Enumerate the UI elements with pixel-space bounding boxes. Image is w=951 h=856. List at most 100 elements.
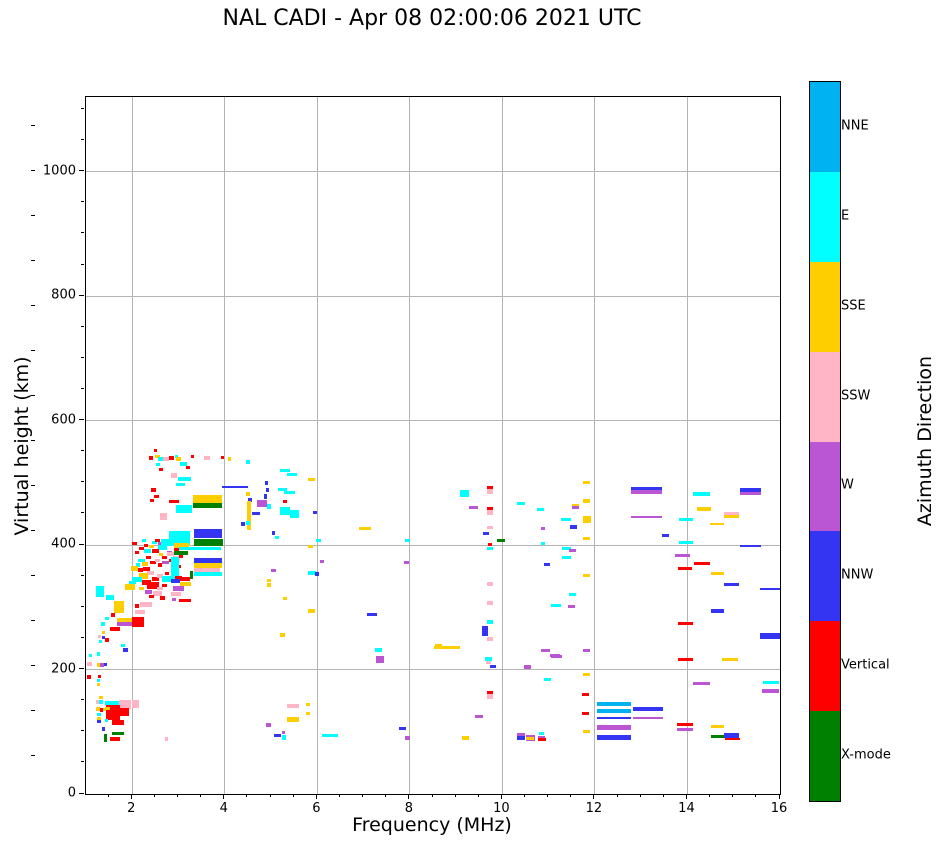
data-point-E bbox=[101, 622, 105, 626]
x-minor-tick bbox=[755, 794, 757, 797]
data-point-Vertical bbox=[142, 566, 150, 571]
x-tick-10 bbox=[500, 794, 502, 799]
data-point-Vertical bbox=[151, 577, 159, 582]
data-point-E bbox=[105, 594, 115, 600]
x-minor-tick bbox=[547, 794, 549, 797]
data-point-E bbox=[89, 654, 93, 658]
data-point-E bbox=[561, 555, 571, 560]
data-point-W bbox=[171, 598, 177, 602]
data-point-E bbox=[96, 679, 101, 683]
x-minor-tick bbox=[616, 794, 618, 797]
data-point-E bbox=[280, 468, 290, 472]
y-minor-tick bbox=[81, 761, 84, 763]
data-point-SSE bbox=[193, 494, 222, 504]
data-point-Vertical bbox=[537, 737, 546, 741]
data-point-W bbox=[375, 655, 384, 664]
x-tick-label-12: 12 bbox=[585, 801, 603, 816]
colorbar-axis-label: Azimuth Direction bbox=[914, 355, 936, 527]
x-minor-tick bbox=[570, 794, 572, 797]
data-point-E bbox=[152, 541, 157, 545]
data-point-SSW bbox=[159, 512, 167, 521]
data-point-NNW bbox=[516, 736, 526, 740]
gridline-x-12 bbox=[594, 97, 596, 794]
data-point-SSW bbox=[119, 700, 132, 709]
data-point-NNW bbox=[482, 531, 489, 535]
data-point-Vertical bbox=[676, 722, 694, 726]
data-point-SSE bbox=[102, 707, 107, 711]
x-tick-label-2: 2 bbox=[127, 801, 136, 816]
x-tick-label-16: 16 bbox=[770, 801, 788, 816]
colorbar-label-SSW: SSW bbox=[841, 388, 871, 404]
colorbar-tick bbox=[31, 395, 35, 397]
data-point-E bbox=[245, 459, 251, 464]
data-point-Vertical bbox=[157, 563, 163, 567]
data-point-NNW bbox=[103, 663, 108, 667]
data-point-NNW bbox=[597, 734, 632, 741]
y-tick-200 bbox=[79, 668, 84, 670]
data-point-Vertical bbox=[169, 499, 179, 504]
data-point-NNW bbox=[97, 720, 101, 724]
colorbar-boundary-tick bbox=[31, 350, 35, 352]
data-point-W bbox=[631, 515, 663, 519]
data-point-Vertical bbox=[724, 737, 740, 741]
data-point-Vertical bbox=[178, 598, 191, 603]
colorbar-label-W: W bbox=[841, 477, 854, 493]
data-point-Vertical bbox=[99, 708, 103, 712]
data-point-SSE bbox=[194, 562, 222, 569]
data-point-Vertical bbox=[159, 596, 166, 600]
data-point-SSE bbox=[526, 737, 535, 741]
data-point-SSW bbox=[163, 457, 170, 462]
colorbar-label-E: E bbox=[841, 208, 850, 224]
x-tick-label-8: 8 bbox=[404, 801, 413, 816]
gridline-x-4 bbox=[224, 97, 226, 794]
y-minor-tick bbox=[81, 201, 84, 203]
data-point-W bbox=[569, 549, 576, 553]
y-tick-label-0: 0 bbox=[67, 785, 76, 801]
data-point-Vertical bbox=[185, 465, 190, 469]
data-point-SSE bbox=[266, 578, 271, 583]
data-point-SSW bbox=[194, 568, 220, 572]
data-point-E bbox=[543, 677, 551, 682]
data-point-Vertical bbox=[119, 708, 129, 716]
data-point-SSE bbox=[96, 682, 101, 687]
data-point-NNW bbox=[194, 557, 222, 564]
data-point-W bbox=[475, 715, 484, 719]
x-tick-4 bbox=[223, 794, 225, 799]
data-point-NNW bbox=[194, 528, 222, 538]
data-point-W bbox=[582, 648, 591, 652]
gridline-x-8 bbox=[409, 97, 411, 794]
data-point-SSE bbox=[582, 499, 591, 503]
data-point-Vertical bbox=[178, 554, 184, 558]
data-point-W bbox=[571, 506, 579, 510]
data-point-Vertical bbox=[109, 737, 120, 742]
data-point-SSW bbox=[132, 700, 139, 709]
data-point-NNW bbox=[482, 625, 488, 636]
gridline-y-200 bbox=[86, 669, 780, 671]
colorbar-tick bbox=[31, 754, 35, 756]
colorbar-segment-W bbox=[810, 441, 840, 532]
data-point-NNW bbox=[724, 733, 739, 738]
data-point-E bbox=[485, 657, 492, 661]
data-point-E bbox=[550, 603, 562, 607]
data-point-Vertical bbox=[190, 455, 195, 459]
data-point-E bbox=[540, 541, 546, 545]
x-minor-tick bbox=[524, 794, 526, 797]
data-point-NNE bbox=[597, 709, 632, 714]
data-point-E bbox=[322, 733, 339, 738]
data-point-Vertical bbox=[221, 455, 224, 459]
colorbar-boundary-tick bbox=[31, 260, 35, 262]
data-point-NNW bbox=[740, 545, 762, 548]
data-point-SSW bbox=[487, 525, 493, 530]
colorbar-label-NNE: NNE bbox=[841, 118, 869, 134]
data-point-SSE bbox=[125, 583, 135, 590]
data-point-SSE bbox=[131, 566, 139, 572]
y-minor-tick bbox=[81, 232, 84, 234]
x-minor-tick bbox=[639, 794, 641, 797]
data-point-E bbox=[155, 462, 161, 466]
data-point-SSE bbox=[723, 514, 740, 518]
y-tick-label-400: 400 bbox=[51, 536, 76, 552]
data-point-Vertical bbox=[105, 638, 110, 643]
x-minor-tick bbox=[662, 794, 664, 797]
y-minor-tick bbox=[81, 139, 84, 141]
data-point-Vertical bbox=[153, 448, 157, 453]
